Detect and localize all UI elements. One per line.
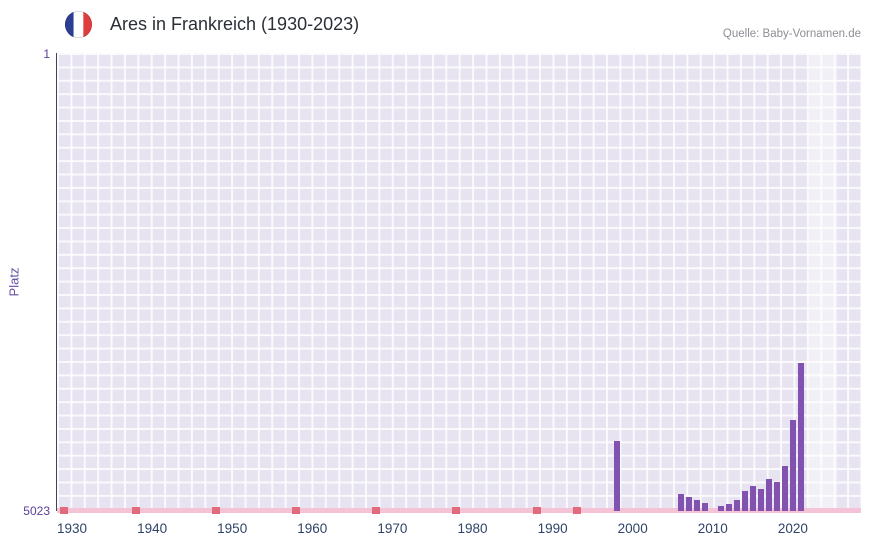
rank-bar-2011 bbox=[717, 506, 724, 511]
unranked-marker-1948 bbox=[212, 507, 221, 514]
rank-bar-2013 bbox=[733, 499, 740, 511]
unranked-marker-1929 bbox=[59, 507, 68, 514]
rank-bar-2021 bbox=[797, 362, 804, 511]
recent-years-highlight-band bbox=[808, 53, 837, 511]
rank-bar-2015 bbox=[749, 486, 756, 511]
unranked-marker-1993 bbox=[572, 507, 581, 514]
x-tick-2000: 2000 bbox=[617, 521, 648, 536]
rank-bar-2009 bbox=[701, 503, 708, 511]
unranked-marker-1978 bbox=[452, 507, 461, 514]
plot-area bbox=[57, 53, 861, 514]
y-tick-top: 1 bbox=[43, 47, 50, 61]
rank-bar-2006 bbox=[677, 494, 684, 511]
x-tick-1930: 1930 bbox=[56, 521, 88, 536]
unranked-marker-1958 bbox=[292, 507, 301, 514]
chart-title: Ares in Frankreich (1930-2023) bbox=[110, 14, 360, 34]
rank-bar-2019 bbox=[781, 466, 788, 511]
source-attribution: Quelle: Baby-Vornamen.de bbox=[722, 28, 861, 40]
y-axis-line bbox=[56, 53, 57, 511]
unranked-marker-1938 bbox=[132, 507, 141, 514]
x-tick-1990: 1990 bbox=[537, 521, 568, 536]
x-tick-1980: 1980 bbox=[457, 521, 488, 536]
rank-bar-2012 bbox=[725, 504, 732, 511]
rank-bar-2016 bbox=[757, 488, 764, 511]
rank-bar-1998 bbox=[613, 440, 620, 511]
rank-bar-2014 bbox=[741, 490, 748, 511]
x-tick-1960: 1960 bbox=[297, 521, 328, 536]
y-axis-label: Platz bbox=[6, 267, 22, 297]
x-tick-1970: 1970 bbox=[377, 521, 408, 536]
rank-bar-2020 bbox=[789, 420, 796, 511]
unranked-marker-1968 bbox=[372, 507, 381, 514]
france-flag-icon bbox=[64, 10, 93, 39]
rank-bar-2018 bbox=[773, 481, 780, 511]
rank-bar-2007 bbox=[685, 497, 692, 511]
y-tick-bottom: 5023 bbox=[23, 504, 50, 518]
rank-bar-2008 bbox=[693, 499, 700, 511]
x-tick-1950: 1950 bbox=[217, 521, 248, 536]
x-tick-2020: 2020 bbox=[777, 521, 808, 536]
x-tick-1940: 1940 bbox=[137, 521, 168, 536]
rank-bar-2017 bbox=[765, 478, 772, 511]
unranked-marker-1988 bbox=[532, 507, 541, 514]
x-tick-2010: 2010 bbox=[697, 521, 728, 536]
